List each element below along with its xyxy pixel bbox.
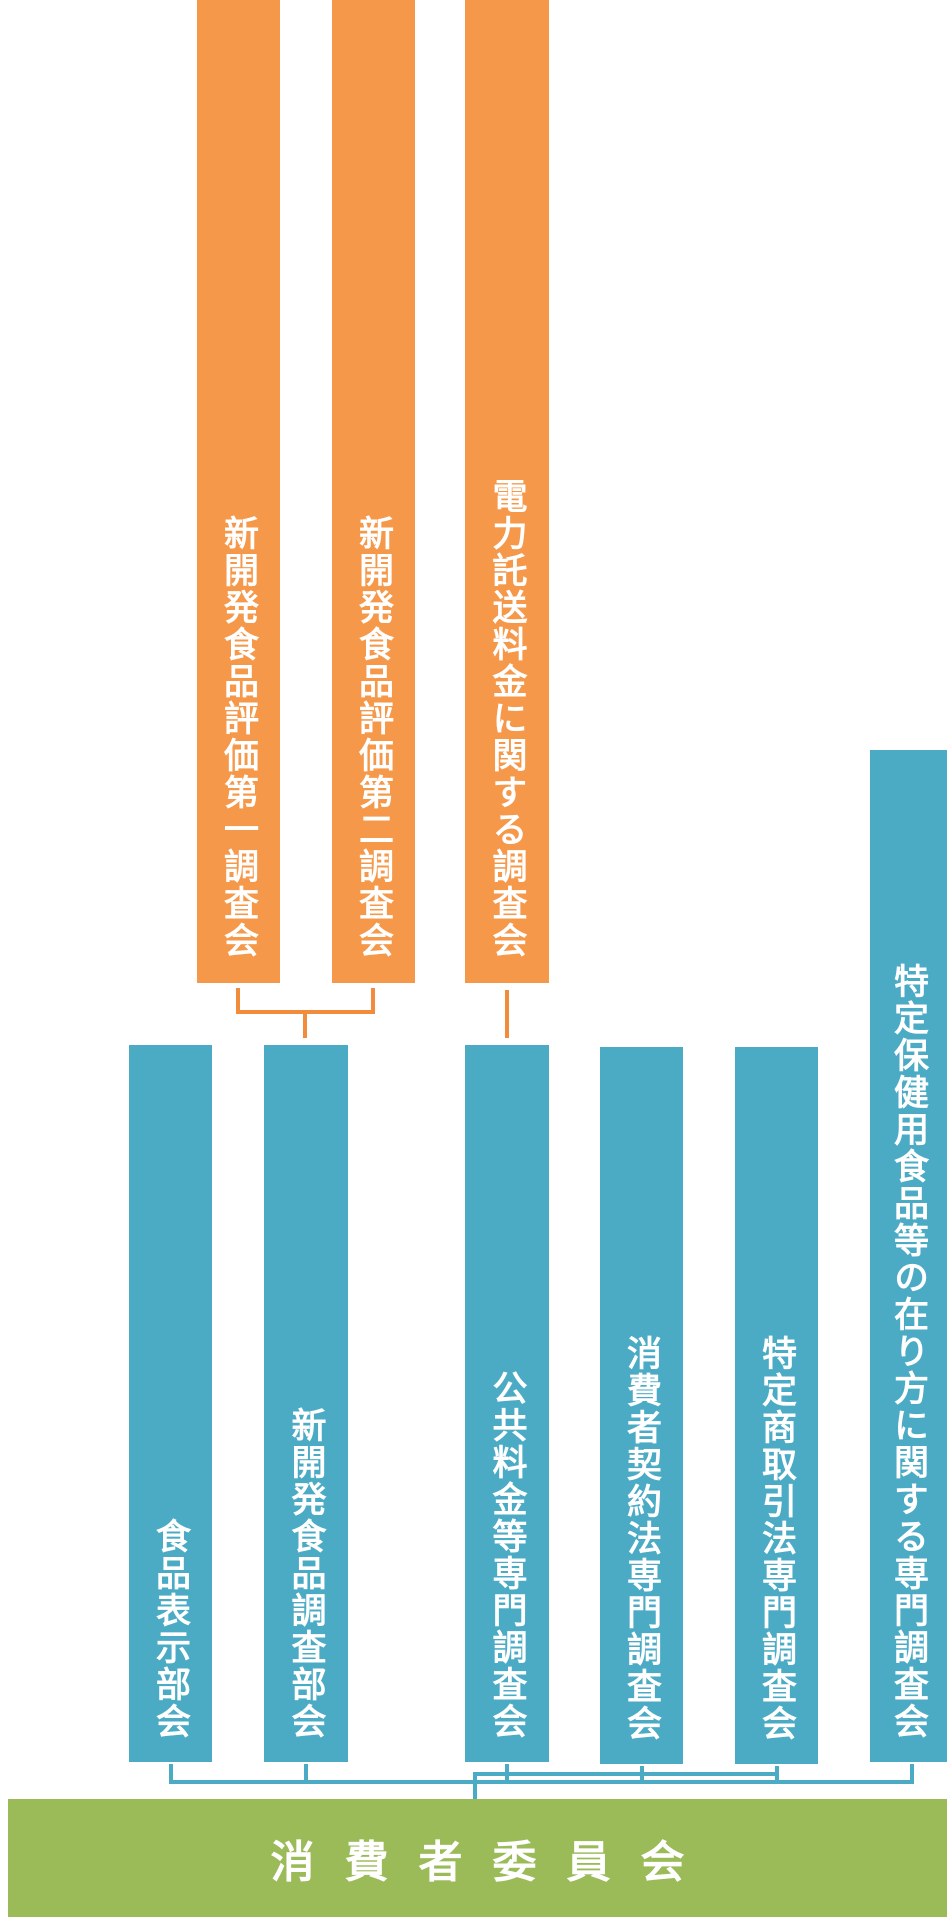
root-connector-drop-2 xyxy=(304,1764,308,1784)
committee-box-3: 公共料金等専門調査会 xyxy=(465,1045,549,1762)
sub-connector-left-drop xyxy=(236,988,240,1014)
sub-connector-to-committee-2 xyxy=(303,1010,307,1038)
committee-box-4: 消費者契約法専門調査会 xyxy=(600,1047,683,1764)
committee-box-6: 特定保健用食品等の在り方に関する専門調査会 xyxy=(870,750,947,1762)
sub-connector-to-committee-3 xyxy=(505,990,509,1038)
committee-label-2: 新開発食品調査部会 xyxy=(285,1407,326,1740)
root-connector-bar-lower xyxy=(169,1780,914,1784)
subcommittee-box-3: 電力託送料金に関する調査会 xyxy=(465,0,549,983)
sub-connector-right-drop xyxy=(371,988,375,1014)
committee-box-2: 新開発食品調査部会 xyxy=(264,1045,348,1762)
subcommittee-label-1: 新開発食品評価第一調査会 xyxy=(218,515,258,959)
committee-label-4: 消費者契約法専門調査会 xyxy=(621,1335,661,1742)
committee-box-1: 食品表示部会 xyxy=(129,1045,212,1762)
subcommittee-box-2: 新開発食品評価第二調査会 xyxy=(332,0,415,983)
committee-label-6: 特定保健用食品等の在り方に関する専門調査会 xyxy=(888,963,928,1740)
committee-box-5: 特定商取引法専門調査会 xyxy=(735,1047,818,1764)
root-connector-bar-upper xyxy=(473,1772,779,1776)
committee-label-3: 公共料金等専門調査会 xyxy=(486,1370,527,1740)
root-label: 消費者委員会 xyxy=(270,1837,715,1888)
committee-label-1: 食品表示部会 xyxy=(150,1518,190,1740)
subcommittee-label-2: 新開発食品評価第二調査会 xyxy=(353,515,393,959)
committee-label-5: 特定商取引法専門調査会 xyxy=(756,1335,796,1742)
root-connector-drop-6 xyxy=(910,1764,914,1784)
root-connector-drop-1 xyxy=(169,1764,173,1784)
subcommittee-box-1: 新開発食品評価第一調査会 xyxy=(197,0,280,983)
subcommittee-label-3: 電力託送料金に関する調査会 xyxy=(486,478,527,959)
root-connector-stem xyxy=(473,1772,477,1800)
root-box: 消費者委員会 xyxy=(8,1799,947,1917)
